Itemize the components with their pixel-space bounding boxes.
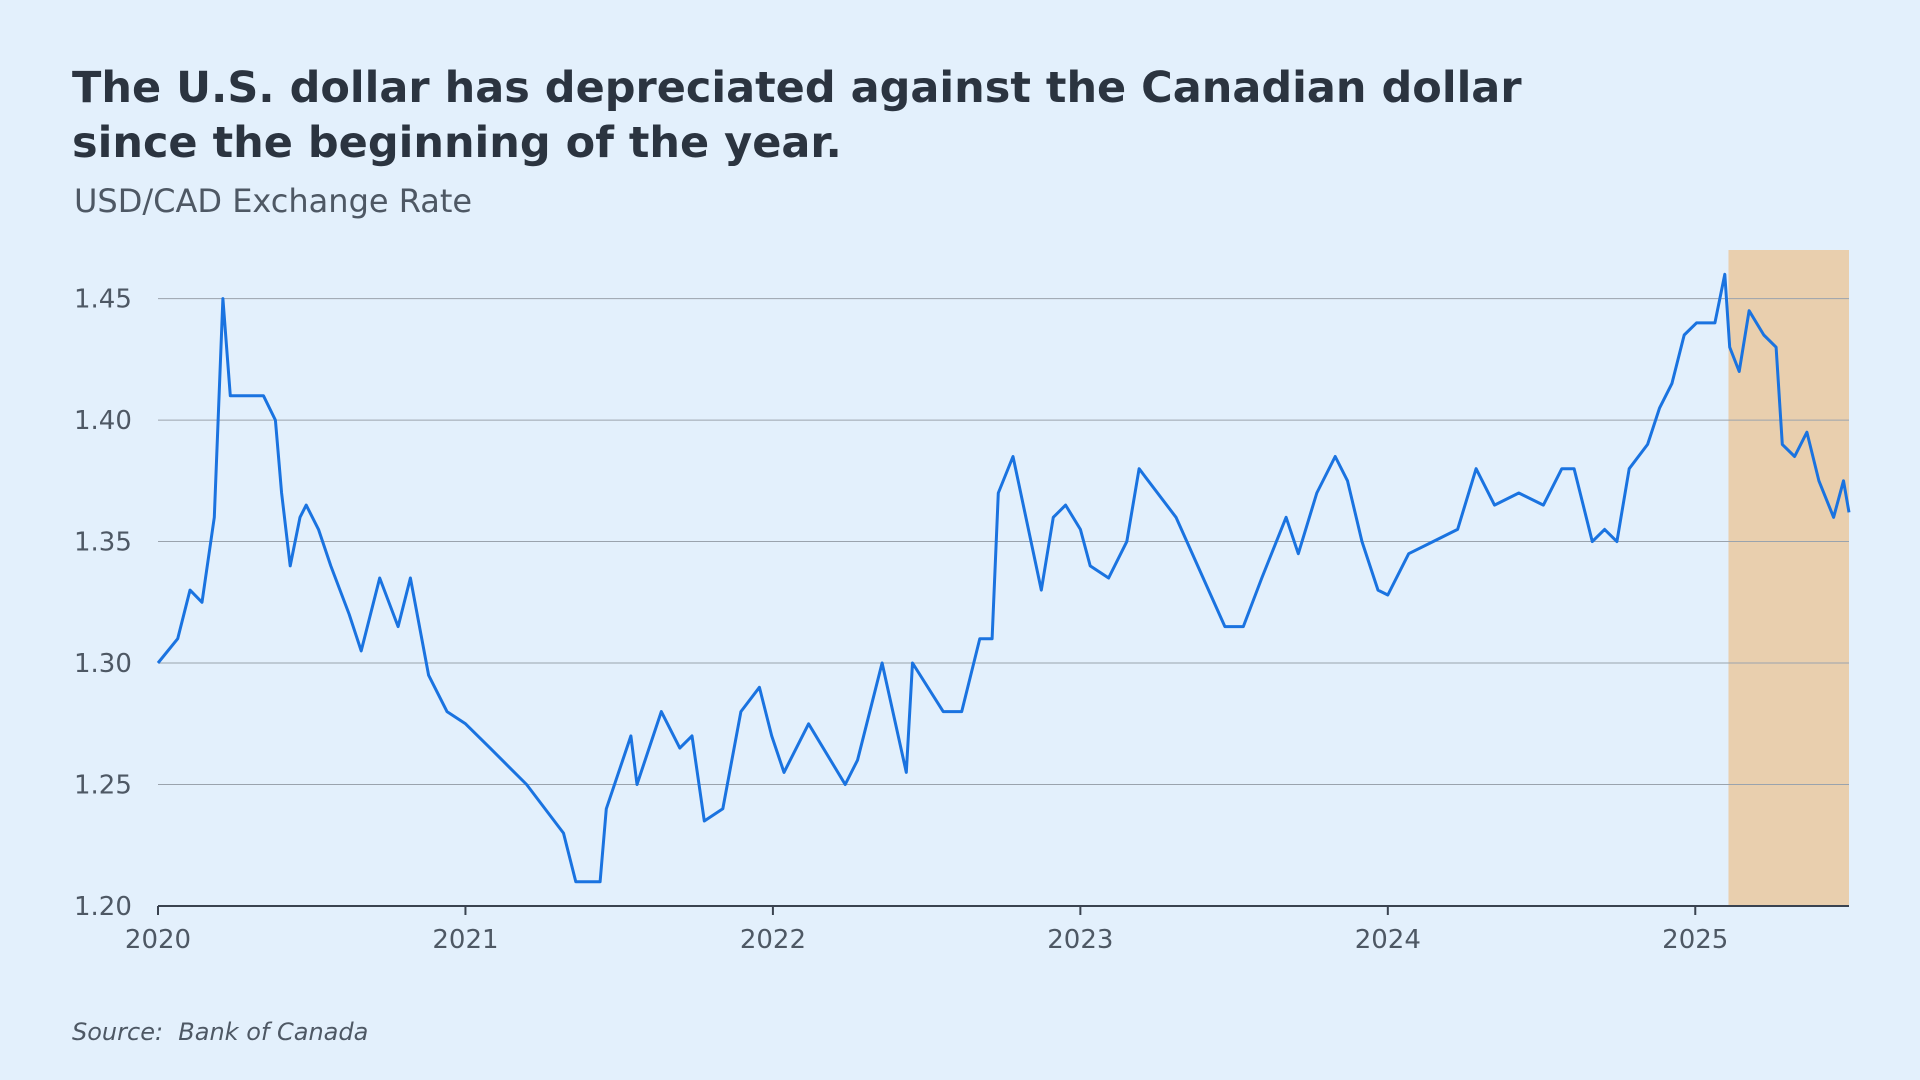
x-tick-label: 2022 <box>740 925 806 955</box>
chart-title: The U.S. dollar has depreciated against … <box>72 63 1522 113</box>
y-tick-label: 1.35 <box>74 528 132 558</box>
x-tick-label: 2025 <box>1662 925 1728 955</box>
source-note: Source: Bank of Canada <box>72 1018 368 1046</box>
chart-title: since the beginning of the year. <box>72 118 842 168</box>
x-tick-label: 2021 <box>432 925 498 955</box>
chart-subtitle: USD/CAD Exchange Rate <box>74 182 472 220</box>
y-tick-label: 1.45 <box>74 285 132 315</box>
y-tick-label: 1.30 <box>74 649 132 679</box>
x-tick-label: 2020 <box>125 925 191 955</box>
x-tick-label: 2024 <box>1355 925 1421 955</box>
y-tick-label: 1.25 <box>74 771 132 801</box>
highlight-band <box>1728 250 1849 906</box>
x-tick-label: 2023 <box>1047 925 1113 955</box>
y-tick-label: 1.40 <box>74 406 132 436</box>
y-tick-label: 1.20 <box>74 892 132 922</box>
line-series <box>156 272 1851 884</box>
